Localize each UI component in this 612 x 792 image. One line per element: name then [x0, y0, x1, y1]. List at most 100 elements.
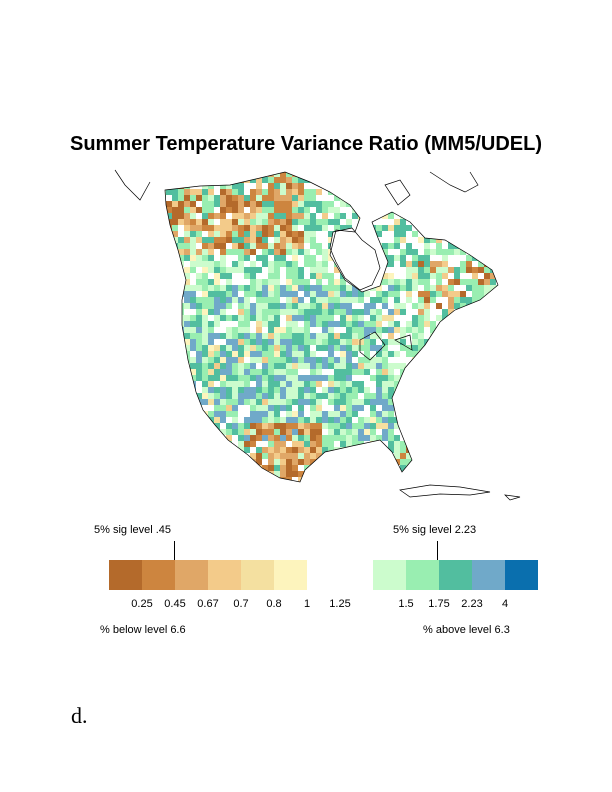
map-cell — [430, 435, 436, 441]
map-cell — [166, 303, 172, 309]
map-cell — [478, 189, 484, 195]
map-cell — [424, 375, 430, 381]
map-cell — [172, 465, 178, 471]
map-cell — [256, 231, 262, 237]
map-cell — [172, 453, 178, 459]
map-cell — [244, 447, 250, 453]
map-cell — [208, 489, 214, 495]
map-cell — [454, 201, 460, 207]
map-cell — [238, 309, 244, 315]
map-cell — [166, 435, 172, 441]
map-cell — [394, 297, 400, 303]
map-cell — [382, 285, 388, 291]
map-cell — [340, 411, 346, 417]
map-cell — [220, 291, 226, 297]
map-cell — [418, 447, 424, 453]
map-cell — [220, 411, 226, 417]
map-cell — [286, 411, 292, 417]
map-cell — [424, 435, 430, 441]
map-cell — [268, 315, 274, 321]
map-cell — [250, 243, 256, 249]
map-cell — [412, 165, 418, 171]
map-cell — [502, 459, 508, 465]
map-cell — [220, 207, 226, 213]
map-cell — [184, 297, 190, 303]
map-cell — [165, 459, 166, 465]
map-cell — [484, 483, 490, 489]
map-cell — [214, 321, 220, 327]
map-cell — [346, 423, 352, 429]
map-cell — [334, 435, 340, 441]
colorbar-tick-label: 2.23 — [461, 598, 483, 610]
map-cell — [292, 273, 298, 279]
map-cell — [448, 393, 454, 399]
map-cell — [172, 255, 178, 261]
map-cell — [316, 189, 322, 195]
map-cell — [508, 315, 514, 321]
map-cell — [244, 183, 250, 189]
map-cell — [508, 351, 514, 357]
map-cell — [190, 237, 196, 243]
map-cell — [502, 489, 508, 495]
map-cell — [472, 333, 478, 339]
map-cell — [364, 177, 370, 183]
map-cell — [298, 183, 304, 189]
map-cell — [316, 471, 322, 477]
map-cell — [256, 201, 262, 207]
map-cell — [310, 231, 316, 237]
map-cell — [388, 387, 394, 393]
map-cell — [412, 399, 418, 405]
colorbar-swatch — [439, 560, 472, 590]
map-cell — [418, 375, 424, 381]
map-cell — [165, 471, 166, 477]
map-cell — [346, 453, 352, 459]
map-cell — [250, 483, 256, 489]
map-cell — [370, 321, 376, 327]
map-cell — [376, 177, 382, 183]
map-cell — [160, 489, 166, 495]
map-cell — [472, 321, 478, 327]
map-cell — [322, 291, 328, 297]
map-cell — [346, 225, 352, 231]
map-cell — [454, 333, 460, 339]
map-cell — [262, 183, 268, 189]
map-cell — [460, 489, 466, 495]
map-cell — [460, 219, 466, 225]
map-cell — [190, 441, 196, 447]
map-cell — [448, 303, 454, 309]
map-cell — [214, 471, 220, 477]
map-cell — [202, 459, 208, 465]
map-cell — [394, 261, 400, 267]
map-cell — [376, 213, 382, 219]
map-cell — [424, 303, 430, 309]
map-cell — [406, 405, 412, 411]
map-cell — [352, 405, 358, 411]
map-cell — [184, 465, 190, 471]
map-cell — [352, 447, 358, 453]
map-cell — [226, 447, 232, 453]
map-cell — [220, 333, 226, 339]
map-cell — [424, 231, 430, 237]
map-cell — [274, 375, 280, 381]
map-cell — [388, 327, 394, 333]
map-cell — [508, 441, 514, 447]
map-cell — [454, 393, 460, 399]
map-cell — [436, 369, 442, 375]
map-cell — [166, 195, 172, 201]
map-cell — [220, 189, 226, 195]
map-cell — [412, 477, 418, 482]
map-cell — [250, 267, 256, 273]
map-cell — [424, 381, 430, 387]
map-cell — [448, 255, 454, 261]
map-cell — [292, 417, 298, 423]
map-cell — [406, 471, 412, 477]
map-cell — [442, 447, 448, 453]
map-cell — [358, 333, 364, 339]
map-cell — [346, 447, 352, 453]
map-cell — [346, 369, 352, 375]
map-cell — [472, 399, 478, 405]
map-cell — [496, 393, 498, 399]
map-cell — [280, 399, 286, 405]
map-cell — [232, 285, 238, 291]
map-cell — [316, 177, 322, 183]
